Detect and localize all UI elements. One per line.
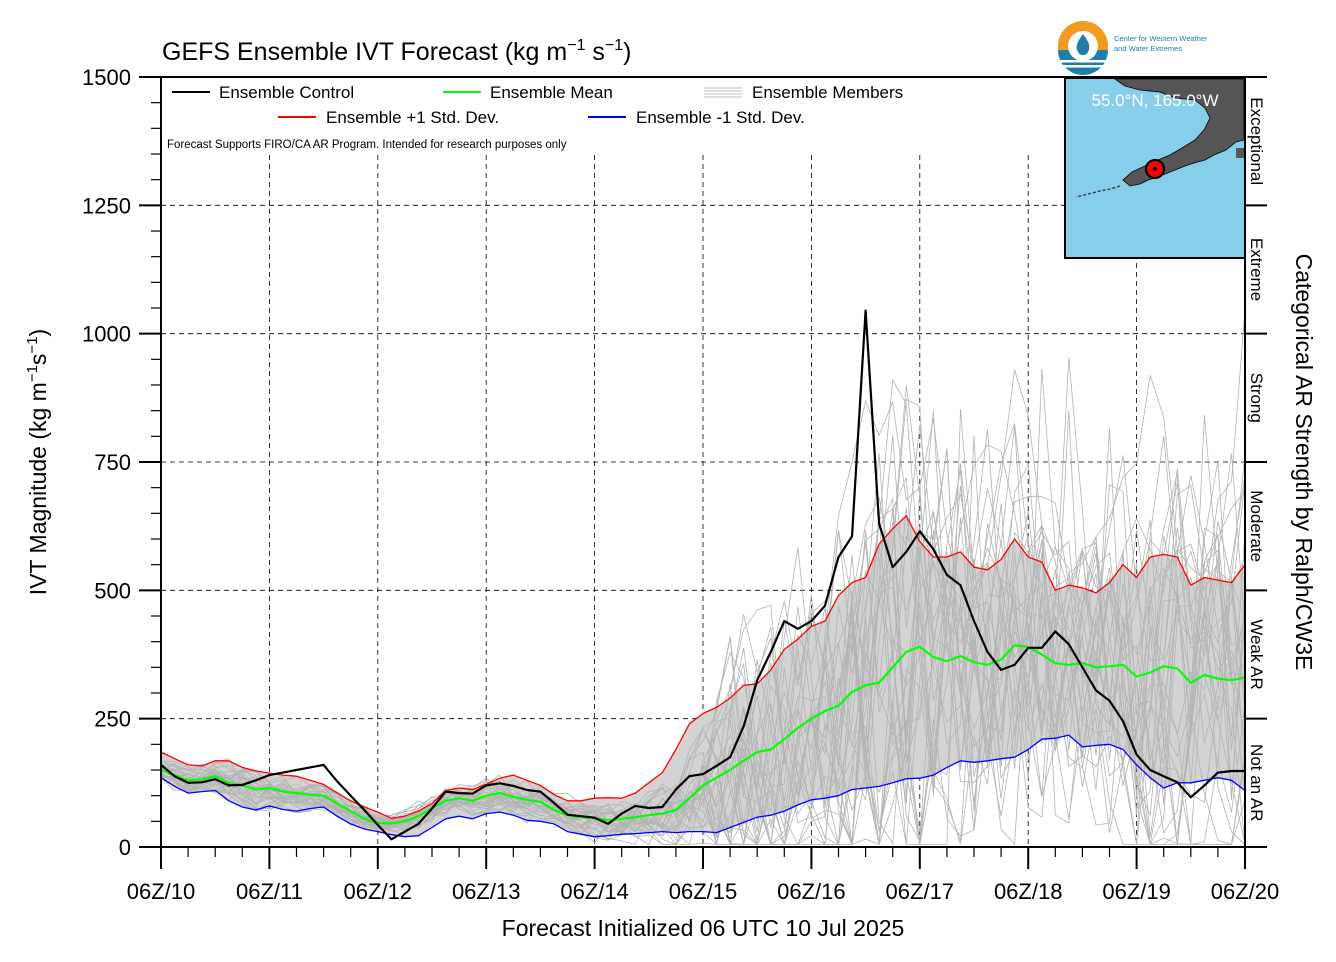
svg-text:Center for Western Weather: Center for Western Weather (1114, 34, 1208, 43)
category-label-moderate: Moderate (1247, 490, 1266, 562)
x-tick-label: 06Z/15 (669, 879, 738, 904)
x-tick-label: 06Z/14 (560, 879, 629, 904)
x-tick-label: 06Z/11 (236, 879, 303, 904)
series-line-ensemble-1-std-dev (160, 515, 1246, 819)
x-tick-label: 06Z/20 (1211, 879, 1280, 904)
category-label-exceptional: Exceptional (1247, 97, 1266, 185)
series-line-ensemble-1-std-dev (160, 734, 1246, 838)
y-tick-label: 1000 (82, 322, 131, 347)
cw3e-logo: Center for Western Weather and Water Ext… (1058, 21, 1208, 75)
chart-note: Forecast Supports FIRO/CA AR Program. In… (167, 139, 567, 151)
category-label-not-an-ar: Not an AR (1247, 744, 1266, 822)
svg-text:and Water Extremes: and Water Extremes (1114, 44, 1182, 53)
inset-coordinates: 55.0°N, 165.0°W (1092, 91, 1219, 110)
tick-labels: 0 250 500 750 1000 1250 1500 06Z/10 06Z/11 06Z/12… (82, 65, 1279, 904)
x-tick-label: 06Z/17 (886, 879, 955, 904)
ensemble-member-line (160, 399, 1246, 845)
legend-label-minus-std: Ensemble -1 Std. Dev. (636, 108, 805, 127)
category-label-weak-ar: Weak AR (1247, 619, 1266, 690)
std-dev-band (161, 515, 1245, 837)
right-axis-label: Categorical AR Strength by Ralph/CW3E (1291, 254, 1317, 671)
y-tick-label: 250 (94, 707, 131, 732)
x-tick-label: 06Z/10 (127, 879, 196, 904)
legend-label-members: Ensemble Members (752, 83, 903, 102)
y-tick-label: 750 (94, 450, 131, 475)
category-label-strong: Strong (1247, 373, 1266, 423)
location-inset-map: 55.0°N, 165.0°W (1064, 77, 1246, 259)
chart-title: GEFS Ensemble IVT Forecast (kg m−1 s−1) (162, 37, 632, 66)
legend-label-mean: Ensemble Mean (490, 83, 613, 102)
y-axis-label: IVT Magnitude (kg m−1s−1) (24, 329, 51, 595)
x-axis-label: Forecast Initialized 06 UTC 10 Jul 2025 (502, 915, 905, 941)
legend-label-control: Ensemble Control (219, 83, 354, 102)
y-tick-label: 0 (119, 835, 131, 860)
x-tick-label: 06Z/19 (1102, 879, 1171, 904)
series-line-ensemble-control (160, 309, 1245, 841)
y-tick-label: 1500 (82, 65, 131, 90)
category-label-extreme: Extreme (1247, 238, 1266, 301)
ensemble-member-line (160, 425, 1246, 845)
series-line-ensemble-mean (160, 644, 1246, 825)
x-tick-label: 06Z/18 (994, 879, 1063, 904)
ar-category-labels: Not an AR Weak AR Moderate Strong Extreme Exc… (1247, 97, 1266, 821)
x-tick-label: 06Z/13 (452, 879, 521, 904)
series-lines (160, 309, 1246, 841)
ensemble-member-line (160, 434, 1246, 845)
ensemble-spread-band (161, 515, 1245, 837)
ensemble-member-line (160, 535, 1246, 845)
legend-label-plus-std: Ensemble +1 Std. Dev. (326, 108, 499, 127)
y-tick-label: 500 (94, 578, 131, 603)
x-tick-label: 06Z/12 (344, 879, 413, 904)
ensemble-member-line (160, 531, 1246, 846)
x-tick-label: 06Z/16 (777, 879, 846, 904)
y-tick-label: 1250 (82, 193, 131, 218)
legend: Ensemble Control Ensemble Mean Ensemble … (167, 83, 903, 151)
legend-swatch-members (704, 87, 742, 98)
